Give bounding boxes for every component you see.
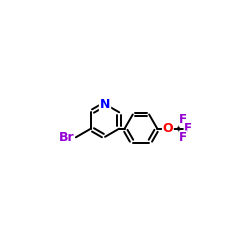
Text: F: F xyxy=(179,131,187,144)
Text: Br: Br xyxy=(59,131,74,144)
Text: O: O xyxy=(162,122,173,135)
Text: F: F xyxy=(179,114,187,126)
Text: F: F xyxy=(184,122,192,135)
Text: N: N xyxy=(100,98,110,110)
